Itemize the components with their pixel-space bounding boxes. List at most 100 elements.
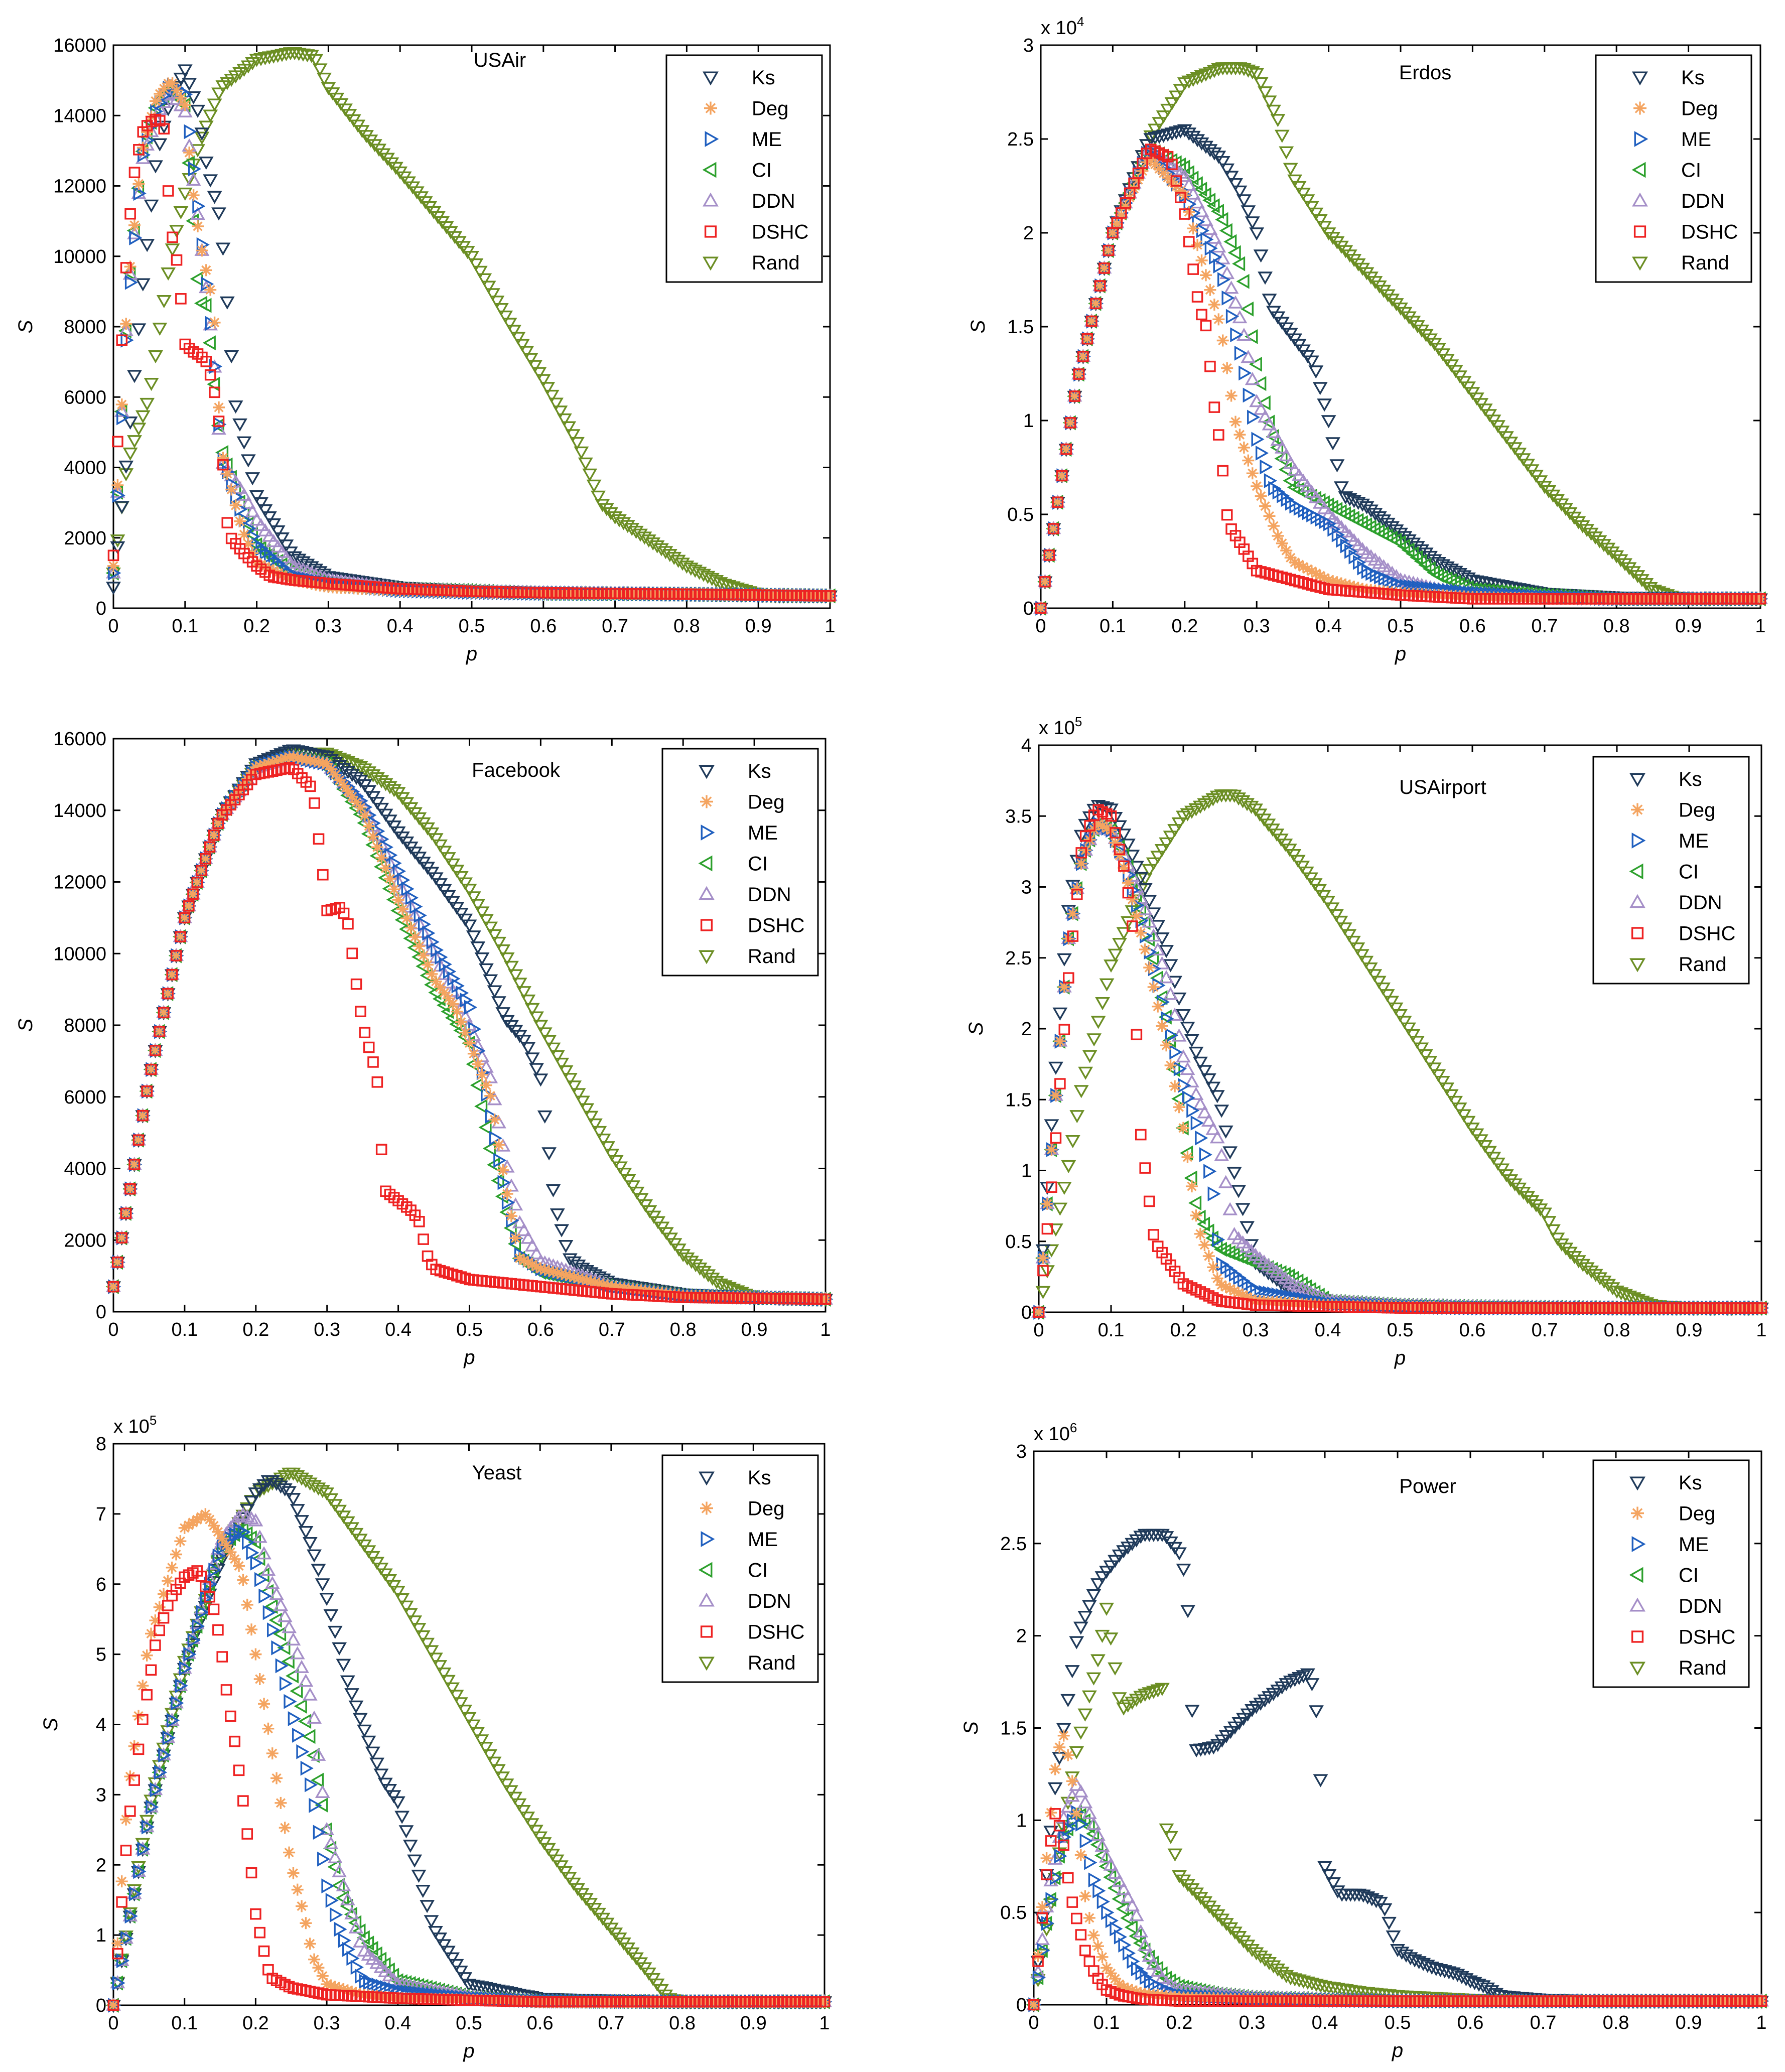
- data-point: [1339, 578, 1352, 591]
- data-point: [158, 123, 170, 134]
- data-point: [1335, 577, 1347, 590]
- data-point: [1058, 1024, 1070, 1035]
- legend-marker: [1632, 71, 1648, 86]
- data-point: [129, 230, 143, 245]
- data-point: [1293, 559, 1305, 571]
- y-tick-label: 1: [1021, 1161, 1032, 1182]
- legend-marker: [704, 225, 717, 238]
- data-point: [251, 537, 265, 552]
- data-point: [466, 930, 481, 944]
- data-point: [1276, 537, 1288, 549]
- data-point: [162, 185, 174, 197]
- y-tick-label: 8000: [64, 317, 106, 338]
- data-point: [1296, 473, 1311, 487]
- y-tick-label: 6000: [64, 1087, 106, 1108]
- x-tick-label: 0: [108, 1319, 118, 1340]
- data-point: [190, 104, 205, 118]
- data-point: [1147, 132, 1163, 146]
- data-point: [1229, 416, 1242, 428]
- data-point: [1169, 126, 1184, 140]
- data-point: [1312, 382, 1328, 395]
- data-point: [1085, 315, 1097, 327]
- data-point: [1099, 262, 1110, 274]
- data-point: [1291, 468, 1307, 481]
- legend-label: DSHC: [752, 221, 808, 243]
- data-point: [116, 334, 128, 346]
- data-point: [1266, 425, 1281, 438]
- data-point: [1208, 299, 1220, 311]
- x-tick-label: 0.8: [670, 1319, 697, 1340]
- data-point: [501, 1188, 513, 1200]
- data-point: [516, 1035, 531, 1048]
- data-point: [1198, 187, 1211, 203]
- data-point: [1325, 437, 1340, 451]
- data-point: [1206, 198, 1220, 214]
- data-point: [167, 231, 178, 243]
- y-axis-label: S: [15, 1018, 37, 1032]
- data-point: [1279, 146, 1294, 160]
- data-point: [512, 978, 527, 991]
- data-point: [1196, 309, 1207, 321]
- data-point: [1253, 376, 1267, 391]
- x-tick-label: 0.9: [1675, 616, 1702, 637]
- data-point: [190, 206, 205, 220]
- data-point: [586, 479, 602, 493]
- data-point: [1308, 365, 1324, 379]
- data-point: [717, 579, 732, 592]
- legend-label: Rand: [752, 252, 800, 274]
- data-point: [264, 548, 278, 564]
- data-point: [537, 1110, 553, 1124]
- data-point: [1215, 156, 1230, 170]
- chart-facebook: 0 0.1 0.2 0.3 0.4 0.5 0.6 0.7 0.8 0.9 102000400060…: [15, 729, 834, 1368]
- data-point: [1241, 350, 1256, 363]
- data-point: [349, 772, 364, 785]
- data-point: [633, 1193, 649, 1206]
- data-point: [1243, 550, 1254, 562]
- data-point: [110, 541, 125, 555]
- data-point: [1314, 581, 1326, 593]
- data-point: [1389, 524, 1404, 538]
- data-point: [1164, 1059, 1177, 1072]
- y-axis-label: S: [965, 1022, 987, 1035]
- data-point: [1276, 572, 1288, 583]
- data-point: [1194, 204, 1209, 217]
- data-point: [1240, 1221, 1255, 1234]
- data-point: [470, 941, 486, 955]
- x-tick-label: 0.7: [1531, 616, 1558, 637]
- data-point: [458, 877, 473, 891]
- data-point: [1253, 77, 1269, 90]
- x-axis-label: p: [463, 1346, 475, 1368]
- data-point: [571, 1088, 586, 1101]
- data-point: [1302, 578, 1313, 590]
- data-point: [179, 99, 191, 111]
- data-point: [183, 343, 195, 354]
- data-point: [697, 1266, 712, 1279]
- data-point: [1190, 1209, 1202, 1222]
- data-point: [1233, 429, 1246, 441]
- data-point: [523, 353, 538, 366]
- data-point: [1242, 454, 1255, 467]
- data-point: [516, 986, 531, 1000]
- legend-marker: [1633, 225, 1646, 238]
- data-point: [135, 151, 151, 164]
- x-tick-label: 0.4: [387, 616, 414, 637]
- legend-marker: [704, 101, 717, 115]
- legend-label: DSHC: [1681, 221, 1738, 243]
- data-point: [1327, 521, 1341, 537]
- data-point: [1406, 537, 1421, 551]
- data-point: [1069, 390, 1080, 402]
- panel-title: USAir: [474, 49, 526, 71]
- data-point: [545, 1042, 561, 1056]
- data-point: [1251, 565, 1263, 577]
- data-point: [140, 239, 155, 252]
- data-point: [148, 160, 163, 174]
- data-point: [1243, 387, 1256, 403]
- data-point: [270, 539, 286, 553]
- data-point: [110, 484, 125, 498]
- data-point: [1069, 1110, 1085, 1124]
- data-point: [1217, 272, 1231, 288]
- data-point: [238, 547, 250, 560]
- data-point: [1331, 576, 1343, 589]
- data-point: [266, 534, 282, 547]
